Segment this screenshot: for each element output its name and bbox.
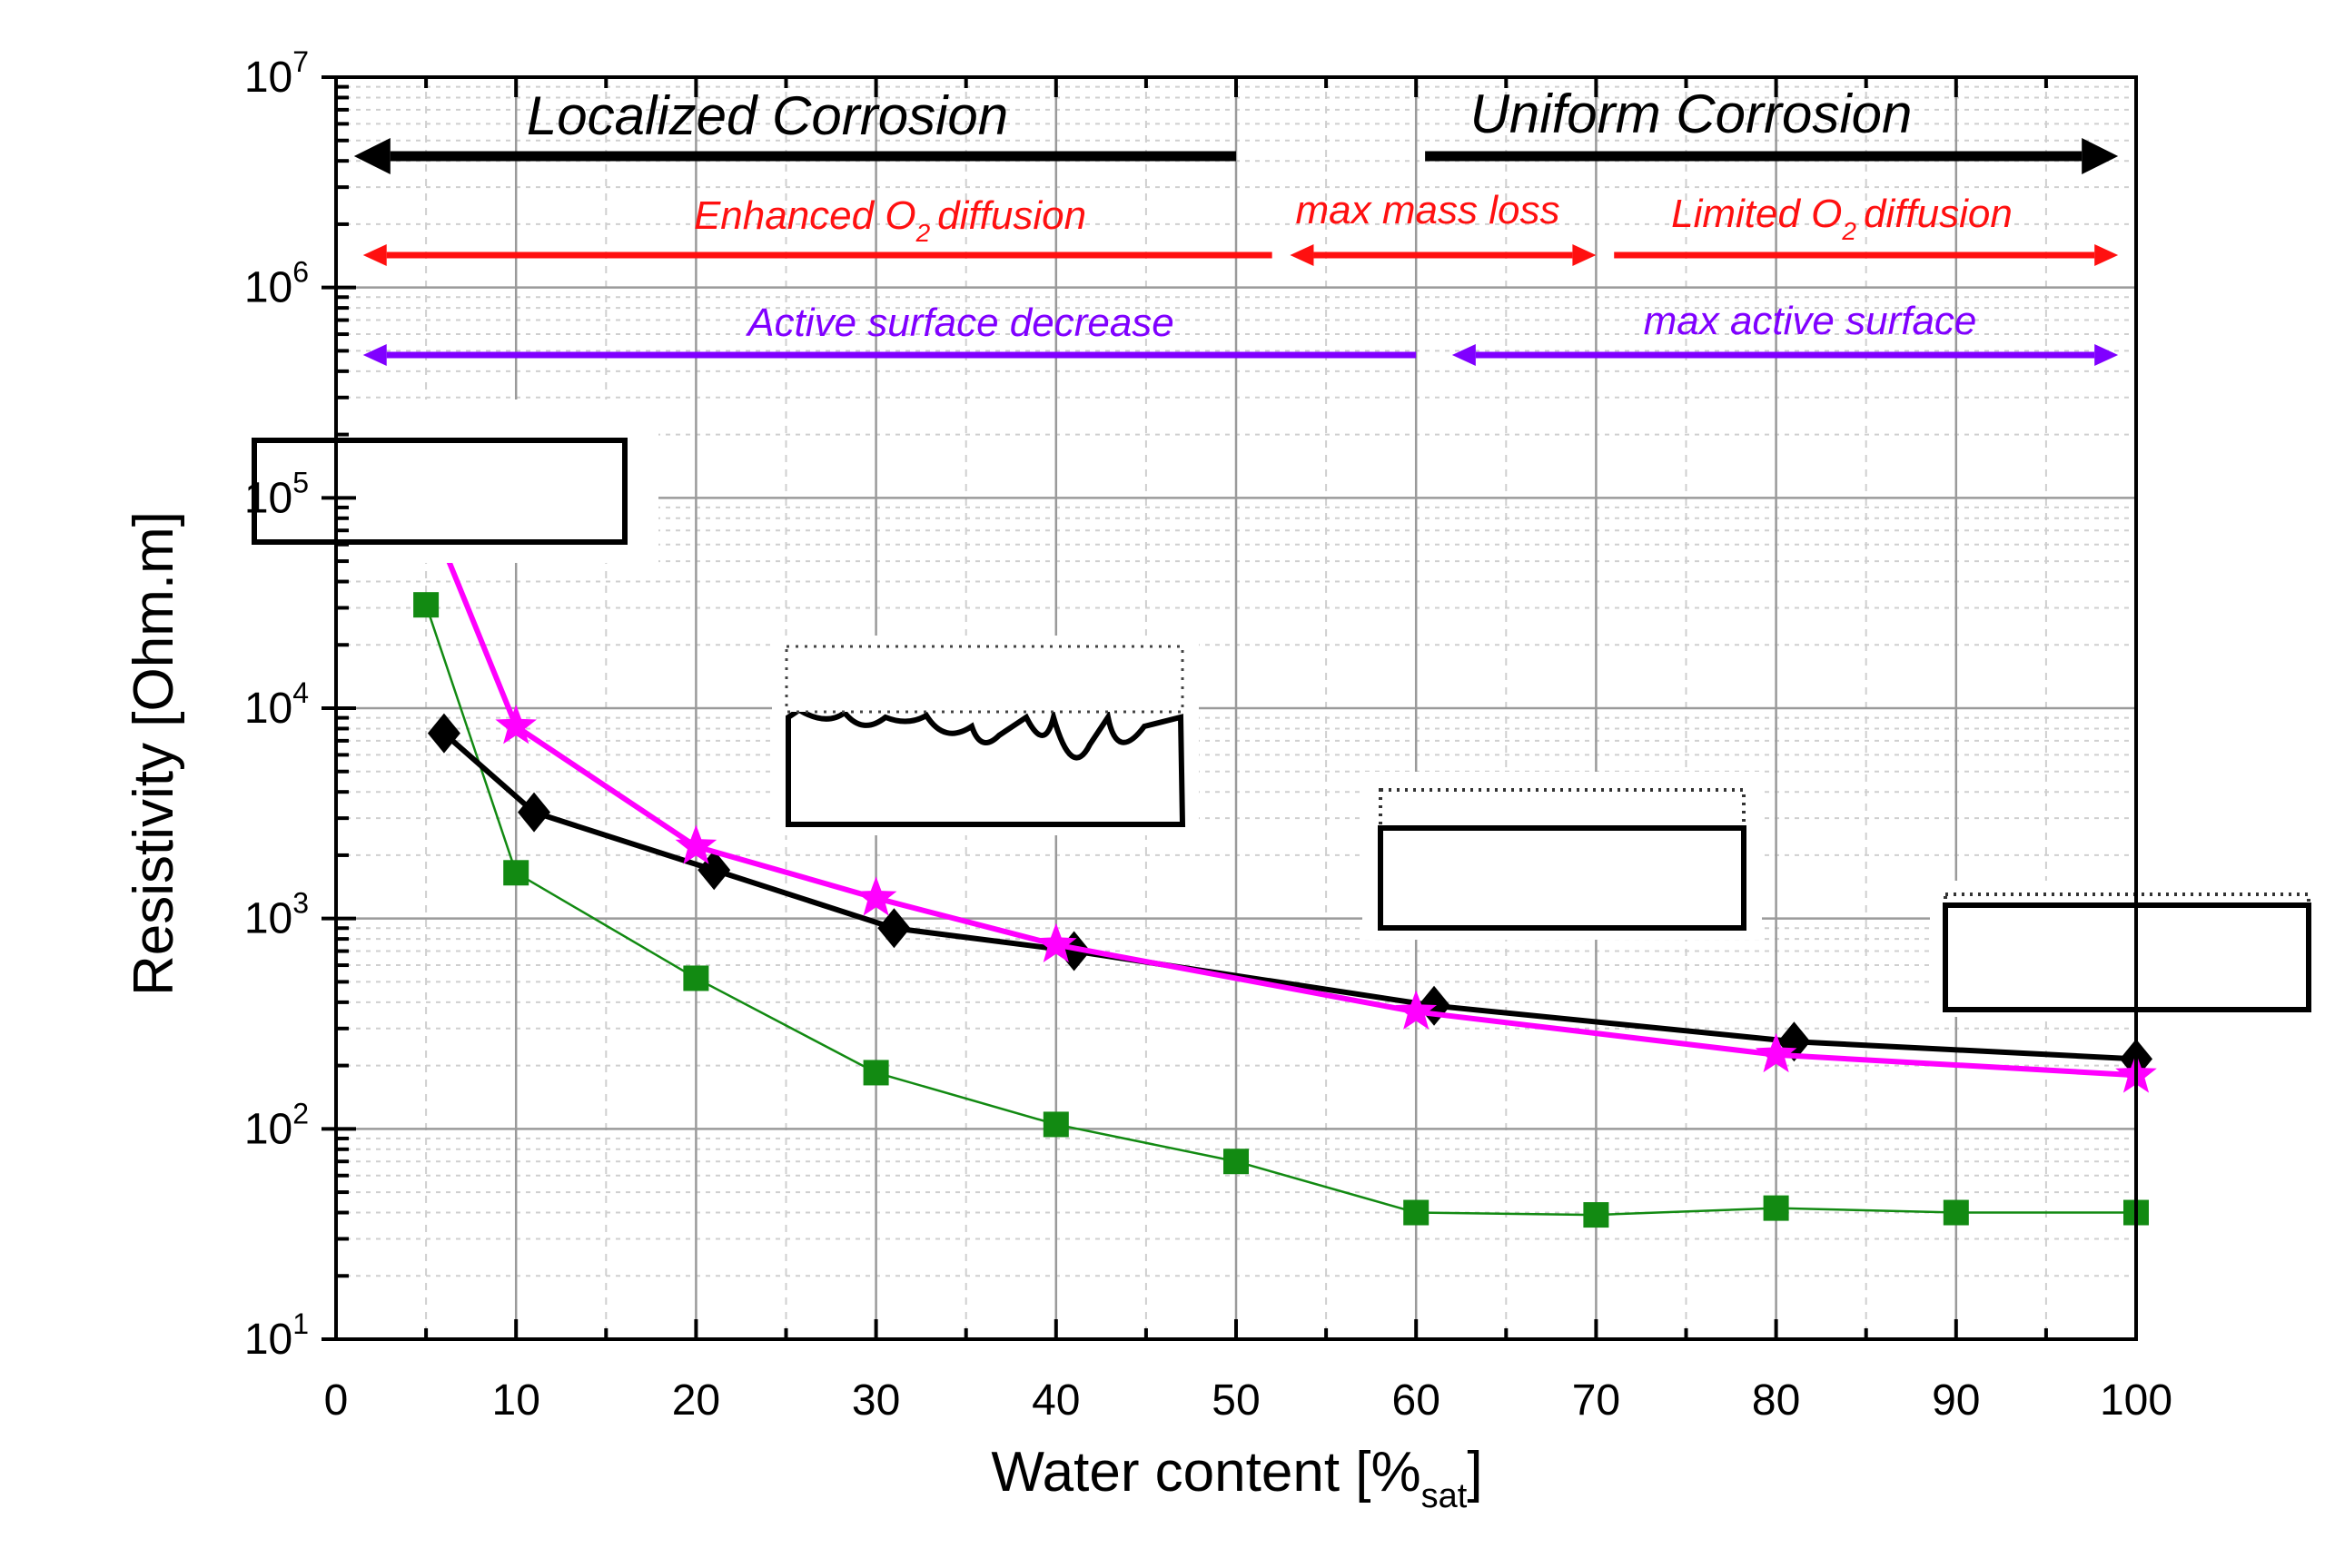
star-marker (495, 704, 538, 745)
sketch-insets (232, 399, 2325, 1017)
arrow-head-right (2082, 138, 2119, 174)
x-tick-label: 10 (492, 1376, 540, 1425)
x-tick-label: 0 (324, 1376, 349, 1425)
label-active-surface-decrease: Active surface decrease (745, 301, 1174, 345)
inset-uniform-sketch (1378, 825, 1746, 931)
arrow-head-right (1572, 244, 1597, 266)
diamond-marker (877, 908, 911, 949)
square-marker (1403, 1199, 1430, 1226)
y-tick-label: 101 (244, 1307, 309, 1364)
inset-bare-metal-sketch (252, 438, 628, 545)
label-uniform-corrosion: Uniform Corrosion (1470, 84, 1913, 144)
y-tick-label: 106 (244, 256, 309, 312)
inset-porous-layer (785, 645, 1184, 714)
label-limited-o2: Limited O2 diffusion (1671, 192, 2013, 245)
x-tick-label: 80 (1752, 1376, 1800, 1425)
star-marker (855, 876, 897, 916)
arrow-head-right (2094, 344, 2119, 366)
magenta-stars-line (405, 459, 2137, 1079)
x-tick-label: 60 (1392, 1376, 1440, 1425)
square-marker (1043, 1111, 1069, 1138)
inset-thick-deposit (1379, 788, 1746, 830)
arrow-head-left (362, 244, 387, 266)
y-tick-labels: 101 102 103 104 105 106 107 (244, 45, 309, 1364)
x-tick-label: 40 (1032, 1376, 1080, 1425)
inset-pitted-sketch (786, 706, 1186, 827)
star-marker (1395, 990, 1438, 1030)
label-localized-corrosion: Localized Corrosion (527, 85, 1008, 146)
black-diamonds-line (441, 731, 2137, 1062)
label-max-mass-loss: max mass loss (1296, 188, 1560, 232)
y-tick-label: 104 (244, 676, 309, 733)
diamond-marker (427, 713, 460, 754)
arrow-head-left (1451, 344, 1476, 366)
x-tick-labels: 0 10 20 30 40 50 60 70 80 90 100 (324, 1376, 2172, 1425)
square-marker (863, 1060, 889, 1086)
square-marker (683, 965, 709, 991)
x-tick-label: 30 (852, 1376, 900, 1425)
arrow-head-left (1290, 244, 1314, 266)
square-marker (503, 860, 529, 886)
annotation-texts: Localized Corrosion Uniform Corrosion En… (527, 84, 2013, 345)
square-marker (1943, 1199, 1969, 1226)
annotation-arrows (353, 138, 2119, 366)
x-tick-label: 100 (2100, 1376, 2172, 1425)
inset-thin-sketch (1943, 902, 2311, 1012)
y-axis-label: Resistivity [Ohm.m] (123, 511, 185, 996)
green-squares-line (424, 604, 2136, 1217)
y-tick-label: 105 (244, 466, 309, 522)
square-marker (1583, 1202, 1609, 1228)
y-tick-label: 102 (244, 1097, 309, 1153)
label-max-active-surface: max active surface (1644, 299, 1977, 343)
y-tick-label: 107 (244, 45, 309, 102)
grid (336, 77, 2136, 1339)
x-axis-label: Water content [%sat] (991, 1441, 1482, 1515)
arrow-head-left (362, 344, 387, 366)
star-marker (1034, 922, 1077, 963)
square-marker (1223, 1149, 1249, 1175)
label-enhanced-o2: Enhanced O2 diffusion (694, 193, 1086, 247)
star-marker (675, 824, 717, 864)
square-marker (413, 592, 440, 618)
star-marker (1755, 1032, 1797, 1073)
x-tick-label: 90 (1932, 1376, 1980, 1425)
square-marker (1763, 1195, 1789, 1221)
x-tick-label: 70 (1572, 1376, 1620, 1425)
arrow-head-right (2094, 244, 2119, 266)
axes (322, 75, 2138, 1341)
arrow-head-left (353, 138, 391, 174)
y-tick-label: 103 (244, 887, 309, 943)
x-tick-label: 50 (1212, 1376, 1260, 1425)
diamond-marker (518, 792, 551, 833)
x-tick-label: 20 (672, 1376, 720, 1425)
